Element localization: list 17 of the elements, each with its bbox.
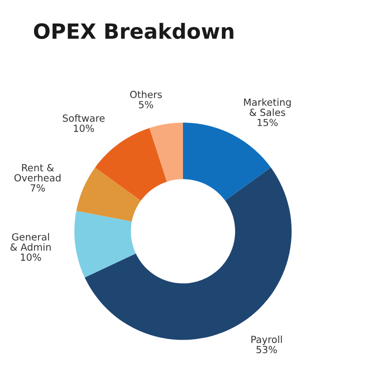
donut-slice bbox=[76, 167, 141, 222]
donut-slice bbox=[74, 210, 136, 278]
data-label: 15% bbox=[258, 118, 278, 126]
chart-title: OPEX Breakdown bbox=[34, 22, 234, 39]
slice-label: Payroll bbox=[251, 336, 282, 345]
slice-label: General & Admin bbox=[10, 233, 51, 251]
slice-label: Rent & Overhead bbox=[14, 164, 60, 182]
donut-slice bbox=[95, 128, 167, 201]
data-label: 5% bbox=[138, 100, 154, 108]
donut-slice bbox=[149, 122, 183, 182]
data-label: 10% bbox=[20, 254, 41, 261]
data-label: 53% bbox=[256, 346, 277, 354]
data-label: 10% bbox=[74, 124, 94, 132]
data-label: 7% bbox=[30, 184, 45, 192]
slice-label: Others bbox=[130, 90, 162, 98]
slice-label: Software bbox=[62, 114, 105, 122]
slice-label: Marketing & Sales bbox=[244, 98, 291, 116]
